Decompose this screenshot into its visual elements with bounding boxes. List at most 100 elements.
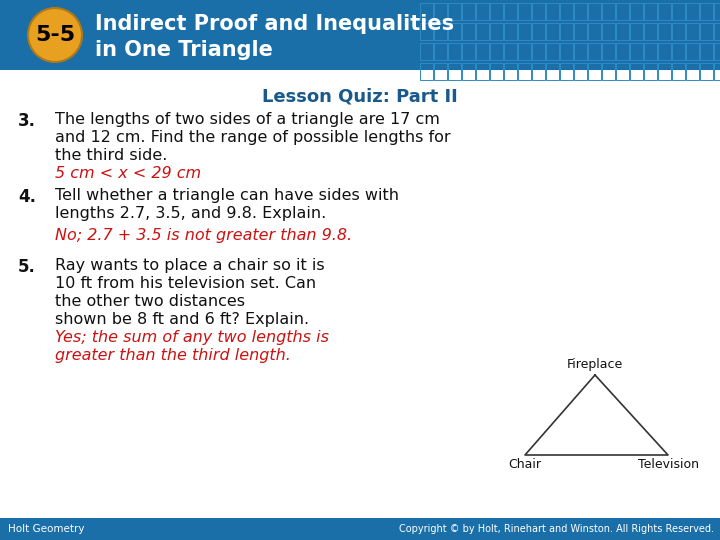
Bar — [644, 63, 657, 80]
Bar — [504, 63, 517, 80]
Bar — [490, 43, 503, 60]
Text: the other two distances: the other two distances — [55, 294, 245, 309]
Bar — [686, 3, 699, 20]
Bar — [546, 3, 559, 20]
Circle shape — [28, 8, 82, 62]
Text: 5.: 5. — [18, 258, 36, 276]
Bar — [504, 23, 517, 40]
Bar — [532, 3, 545, 20]
Bar — [476, 43, 489, 60]
Bar — [714, 43, 720, 60]
Bar — [672, 3, 685, 20]
Bar — [476, 23, 489, 40]
Bar — [588, 23, 601, 40]
Bar — [476, 3, 489, 20]
Bar — [658, 23, 671, 40]
Bar — [672, 63, 685, 80]
Bar — [420, 23, 433, 40]
Text: the third side.: the third side. — [55, 148, 167, 163]
Bar — [616, 3, 629, 20]
Text: and 12 cm. Find the range of possible lengths for: and 12 cm. Find the range of possible le… — [55, 130, 451, 145]
Bar — [462, 3, 475, 20]
Text: in One Triangle: in One Triangle — [95, 40, 273, 60]
Bar — [504, 3, 517, 20]
Text: Television: Television — [637, 458, 698, 471]
Bar — [490, 3, 503, 20]
Bar — [714, 63, 720, 80]
Bar — [644, 43, 657, 60]
Bar — [672, 43, 685, 60]
Bar — [616, 43, 629, 60]
Bar — [420, 43, 433, 60]
Text: 4.: 4. — [18, 188, 36, 206]
Bar — [658, 63, 671, 80]
Bar — [462, 43, 475, 60]
Bar — [672, 23, 685, 40]
Text: Tell whether a triangle can have sides with: Tell whether a triangle can have sides w… — [55, 188, 399, 203]
Text: No; 2.7 + 3.5 is not greater than 9.8.: No; 2.7 + 3.5 is not greater than 9.8. — [55, 228, 352, 243]
Bar — [602, 23, 615, 40]
Bar — [546, 63, 559, 80]
Bar — [686, 63, 699, 80]
Bar — [574, 3, 587, 20]
Bar — [616, 23, 629, 40]
Bar — [518, 23, 531, 40]
Bar — [630, 23, 643, 40]
Bar — [574, 63, 587, 80]
Bar — [700, 43, 713, 60]
Bar — [532, 63, 545, 80]
Bar — [0, 518, 720, 540]
Bar — [434, 43, 447, 60]
Bar — [644, 23, 657, 40]
Bar — [700, 63, 713, 80]
Bar — [700, 23, 713, 40]
Bar — [546, 43, 559, 60]
Bar — [462, 23, 475, 40]
Bar — [504, 43, 517, 60]
Text: 5 cm < x < 29 cm: 5 cm < x < 29 cm — [55, 166, 201, 181]
Bar — [644, 3, 657, 20]
Bar — [630, 3, 643, 20]
Bar — [518, 63, 531, 80]
Text: Indirect Proof and Inequalities: Indirect Proof and Inequalities — [95, 14, 454, 34]
Bar — [448, 23, 461, 40]
Bar — [476, 63, 489, 80]
Bar — [518, 3, 531, 20]
Bar — [630, 63, 643, 80]
Bar — [616, 63, 629, 80]
Bar — [518, 43, 531, 60]
Bar — [588, 3, 601, 20]
Bar — [686, 23, 699, 40]
Bar — [714, 3, 720, 20]
Bar — [532, 23, 545, 40]
Bar — [630, 43, 643, 60]
Bar — [560, 43, 573, 60]
Bar — [602, 3, 615, 20]
Bar — [420, 3, 433, 20]
Bar — [434, 63, 447, 80]
Bar — [434, 3, 447, 20]
Bar — [560, 3, 573, 20]
Bar — [420, 63, 433, 80]
Bar — [546, 23, 559, 40]
Text: Chair: Chair — [508, 458, 541, 471]
Bar — [602, 63, 615, 80]
Bar — [658, 43, 671, 60]
Text: greater than the third length.: greater than the third length. — [55, 348, 291, 363]
Bar — [588, 43, 601, 60]
Bar — [658, 3, 671, 20]
Bar — [448, 43, 461, 60]
Text: 5-5: 5-5 — [35, 25, 75, 45]
Bar — [462, 63, 475, 80]
Bar — [686, 43, 699, 60]
Text: 10 ft from his television set. Can: 10 ft from his television set. Can — [55, 276, 316, 291]
Bar — [490, 63, 503, 80]
Text: The lengths of two sides of a triangle are 17 cm: The lengths of two sides of a triangle a… — [55, 112, 440, 127]
Text: Lesson Quiz: Part II: Lesson Quiz: Part II — [262, 88, 458, 106]
Text: 3.: 3. — [18, 112, 36, 130]
Bar — [490, 23, 503, 40]
Bar — [700, 3, 713, 20]
Bar — [574, 43, 587, 60]
Bar — [602, 43, 615, 60]
Bar — [532, 43, 545, 60]
